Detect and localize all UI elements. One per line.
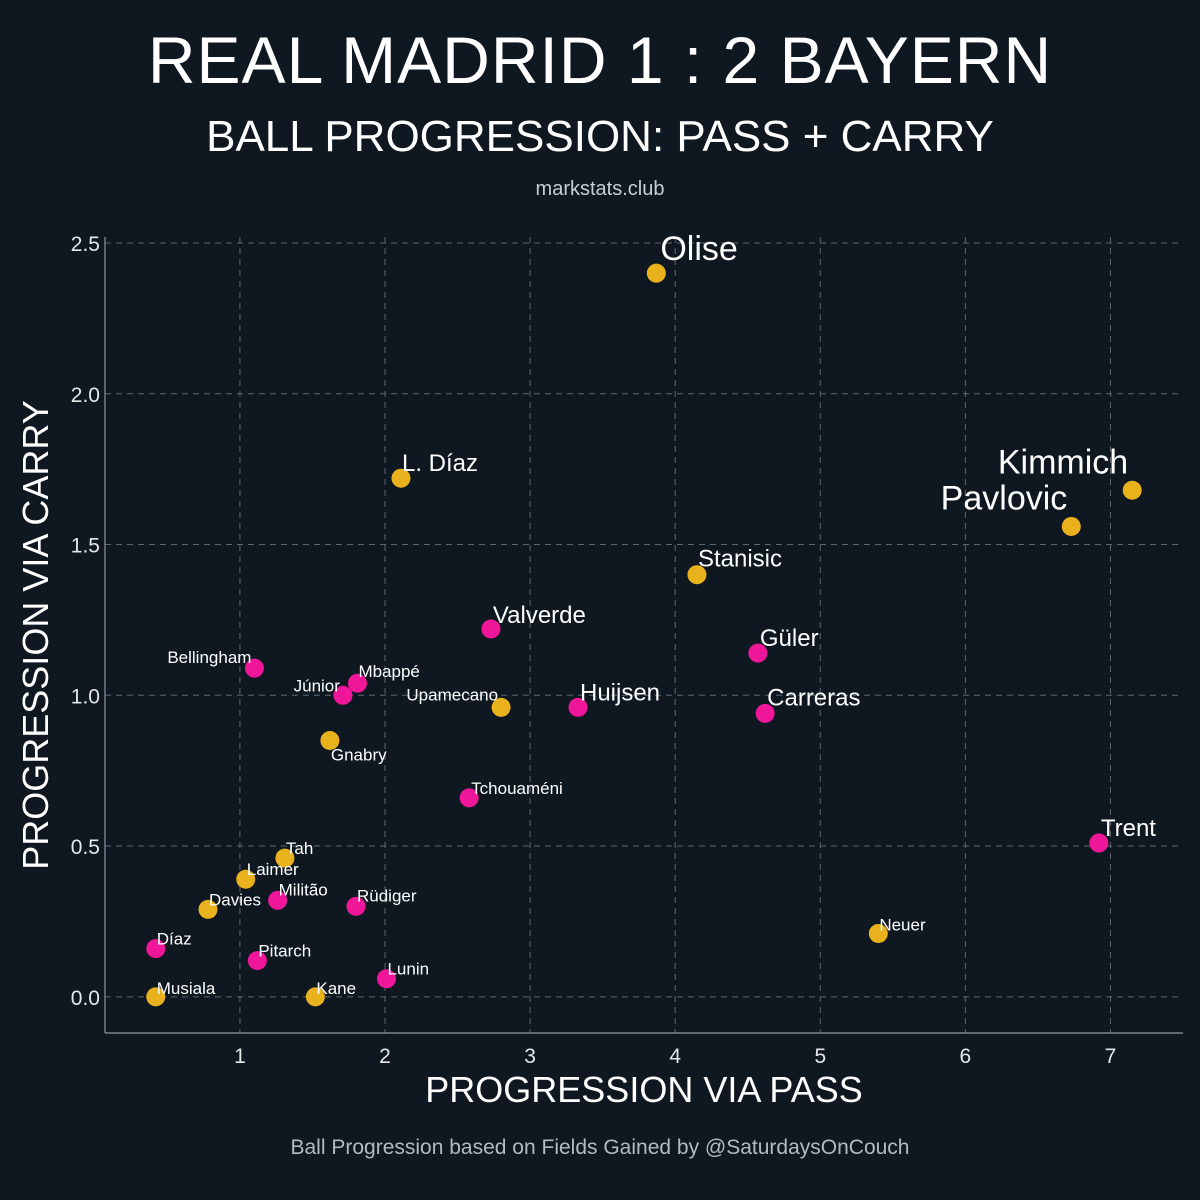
x-tick-label: 6 [960, 1045, 972, 1068]
point-guler [748, 643, 768, 663]
label-gnabry: Gnabry [331, 746, 387, 765]
x-tick-label: 5 [814, 1045, 826, 1068]
label-diaz: Díaz [157, 930, 192, 949]
label-upamecano: Upamecano [406, 685, 498, 704]
point-laimer [236, 869, 256, 889]
grid-lines [105, 237, 1183, 1033]
label-pitarch: Pitarch [258, 942, 311, 961]
point-mbappe [347, 673, 367, 693]
label-davies: Davies [209, 890, 261, 909]
axes [104, 237, 1183, 1034]
point-junior [333, 685, 353, 705]
label-lunin: Lunin [387, 960, 429, 979]
label-tah: Tah [286, 839, 313, 858]
y-tick-label: 2.5 [71, 233, 100, 256]
x-tick-label: 1 [234, 1045, 246, 1068]
label-laimer: Laimer [247, 860, 299, 879]
label-neuer: Neuer [879, 916, 926, 935]
point-upamecano [491, 697, 511, 717]
source-credit: markstats.club [535, 178, 665, 200]
label-junior: Júnior [294, 676, 341, 695]
label-l-diaz: L. Díaz [402, 450, 478, 477]
point-olise [646, 263, 666, 283]
label-tchouameni: Tchouaméni [471, 779, 563, 798]
label-militao: Militão [279, 880, 328, 899]
point-neuer [868, 924, 888, 943]
footer-note: Ball Progression based on Fields Gained … [290, 1136, 910, 1159]
point-militao [268, 890, 288, 910]
point-huijsen [568, 697, 588, 717]
chart-subtitle: BALL PROGRESSION: PASS + CARRY [206, 112, 994, 161]
point-tchouameni [459, 788, 479, 808]
x-tick-label: 3 [524, 1045, 536, 1068]
y-tick-label: 1.5 [71, 535, 100, 558]
x-tick-label: 4 [669, 1045, 681, 1068]
point-gnabry [320, 731, 340, 751]
label-stanisic: Stanisic [698, 546, 782, 573]
point-kane [305, 987, 325, 1007]
data-points [146, 263, 1142, 1007]
label-mbappe: Mbappé [358, 662, 419, 681]
label-kimmich: Kimmich [998, 443, 1128, 481]
y-tick-label: 0.5 [71, 836, 100, 859]
point-pitarch [247, 951, 267, 971]
point-davies [198, 899, 218, 919]
point-valverde [481, 619, 501, 639]
point-trent [1089, 833, 1109, 853]
point-l-diaz [391, 468, 411, 488]
x-tick-label: 2 [379, 1045, 391, 1068]
x-tick-label: 7 [1105, 1045, 1117, 1068]
label-musiala: Musiala [157, 979, 216, 998]
point-kimmich [1122, 480, 1142, 500]
chart-title: REAL MADRID 1 : 2 BAYERN [147, 23, 1053, 97]
point-pavlovic [1061, 516, 1081, 536]
label-bellingham: Bellingham [167, 648, 251, 667]
label-guler: Güler [760, 625, 819, 652]
label-kane: Kane [316, 979, 356, 998]
label-huijsen: Huijsen [580, 679, 660, 706]
point-rudiger [346, 896, 366, 916]
point-diaz [146, 939, 166, 959]
y-tick-label: 1.0 [71, 685, 100, 708]
point-bellingham [244, 658, 264, 678]
y-tick-label: 2.0 [71, 384, 100, 407]
label-trent: Trent [1101, 815, 1156, 842]
y-tick-label: 0.0 [71, 987, 100, 1010]
label-carreras: Carreras [767, 684, 860, 711]
label-olise: Olise [660, 230, 737, 268]
point-tah [275, 848, 295, 868]
x-axis-label: PROGRESSION VIA PASS [425, 1069, 862, 1110]
label-pavlovic: Pavlovic [941, 479, 1068, 517]
label-valverde: Valverde [493, 602, 586, 629]
tick-labels: 1 2 3 4 5 6 7 0.0 0.5 1.0 1.5 2.0 2.5 [71, 233, 1117, 1068]
point-stanisic [687, 565, 707, 585]
point-lunin [376, 969, 396, 989]
point-musiala [146, 987, 166, 1007]
y-axis-label: PROGRESSION VIA CARRY [15, 400, 56, 869]
point-carreras [755, 703, 775, 723]
label-rudiger: Rüdiger [357, 886, 417, 905]
